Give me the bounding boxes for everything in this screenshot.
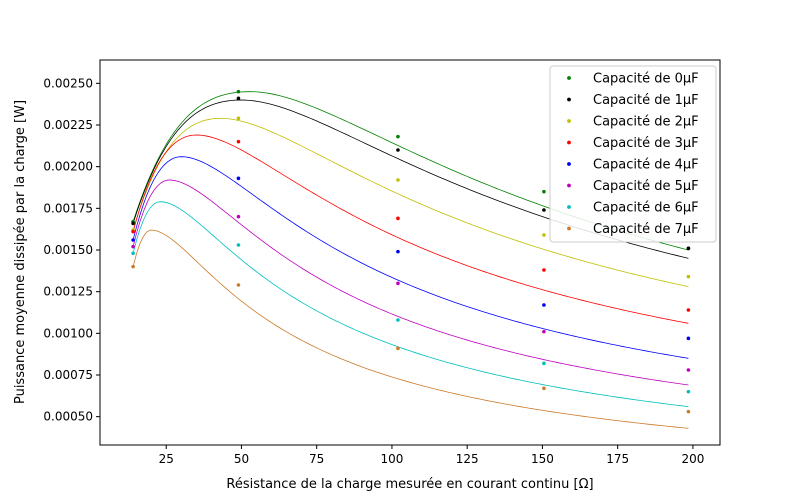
data-point: [236, 96, 241, 101]
x-tick-label: 125: [456, 452, 479, 466]
x-tick-label: 150: [531, 452, 554, 466]
data-point: [686, 274, 691, 279]
data-point: [131, 244, 135, 249]
data-point: [396, 318, 400, 322]
plot-frame: [99, 59, 721, 446]
data-point: [396, 134, 400, 139]
x-tick-label: 175: [606, 452, 629, 466]
y-axis: 0.00050 0.00075 0.00100 0.00125 0.00150 0.001…: [43, 76, 100, 424]
data-point: [542, 303, 546, 307]
data-point: [542, 268, 546, 272]
data-point: [542, 233, 546, 237]
data-point: [686, 308, 691, 312]
x-tick-label: 50: [234, 452, 249, 466]
legend-entry: Capacité de 0μF: [593, 72, 699, 87]
y-tick-label: 0.00125: [43, 285, 93, 299]
legend-marker: [567, 205, 571, 209]
legend-entry: Capacité de 7μF: [593, 222, 699, 237]
y-tick-label: 0.00200: [43, 160, 93, 174]
legend-entry: Capacité de 1μF: [593, 93, 699, 108]
fit-curve-5: [132, 179, 689, 386]
y-tick-label: 0.00225: [43, 118, 93, 132]
legend-entry: Capacité de 6μF: [593, 201, 699, 216]
data-point: [686, 389, 691, 394]
fit-curve-3: [132, 134, 689, 324]
data-point: [131, 251, 135, 256]
legend-entry: Capacité de 3μF: [593, 136, 699, 151]
legend-marker: [567, 183, 571, 188]
legend-marker: [567, 119, 571, 123]
data-point: [236, 116, 241, 121]
data-point: [396, 148, 400, 152]
data-point: [542, 329, 546, 334]
data-point: [686, 336, 691, 341]
x-tick-label: 25: [159, 452, 174, 466]
legend-marker: [567, 140, 571, 145]
legend-marker: [567, 162, 571, 166]
data-point: [686, 246, 691, 251]
legend-box: [549, 65, 717, 243]
y-tick-label: 0.00175: [43, 201, 93, 215]
data-point: [396, 216, 400, 221]
fit-curve-2: [132, 117, 689, 288]
legend-marker: [567, 226, 571, 231]
x-tick-label: 100: [380, 452, 403, 466]
legend-entry: Capacité de 2μF: [593, 115, 699, 130]
data-point: [396, 281, 400, 286]
data-point: [236, 283, 241, 287]
data-points: [131, 89, 691, 414]
fit-curves: [132, 91, 689, 429]
y-tick-label: 0.00150: [43, 243, 93, 257]
fit-curve-6: [132, 201, 689, 408]
x-axis-label: Résistance de la charge mesurée en coura…: [226, 477, 593, 492]
data-point: [131, 238, 135, 242]
data-point: [686, 409, 691, 414]
data-point: [542, 189, 546, 194]
data-point: [236, 139, 241, 144]
data-point: [131, 264, 135, 269]
y-tick-label: 0.00250: [43, 76, 93, 90]
x-axis: 25 50 75 100 125 150 175 200: [159, 445, 704, 466]
data-point: [542, 208, 546, 212]
data-point: [542, 361, 546, 366]
y-tick-label: 0.00075: [43, 368, 93, 382]
legend-entry: Capacité de 5μF: [593, 179, 699, 194]
x-tick-label: 200: [681, 452, 704, 466]
legend-marker: [567, 97, 571, 102]
legend-marker: [567, 76, 571, 80]
fit-curve-7: [132, 229, 689, 429]
fit-curve-4: [132, 156, 689, 359]
y-axis-label: Puissance moyenne dissipée par la charge…: [13, 100, 28, 404]
data-point: [396, 346, 400, 351]
data-point: [131, 229, 135, 234]
data-point: [396, 249, 400, 254]
data-point: [131, 221, 135, 226]
y-tick-label: 0.00050: [43, 410, 93, 424]
legend: Capacité de 0μF Capacité de 1μF Capacité d…: [549, 65, 717, 243]
data-point: [236, 89, 241, 94]
data-point: [396, 178, 400, 182]
y-tick-label: 0.00100: [43, 326, 93, 340]
x-tick-label: 75: [309, 452, 324, 466]
data-point: [542, 386, 546, 391]
data-point: [236, 214, 241, 219]
data-point: [686, 368, 691, 372]
data-point: [236, 176, 241, 181]
legend-entry: Capacité de 4μF: [593, 158, 699, 173]
data-point: [236, 243, 241, 247]
